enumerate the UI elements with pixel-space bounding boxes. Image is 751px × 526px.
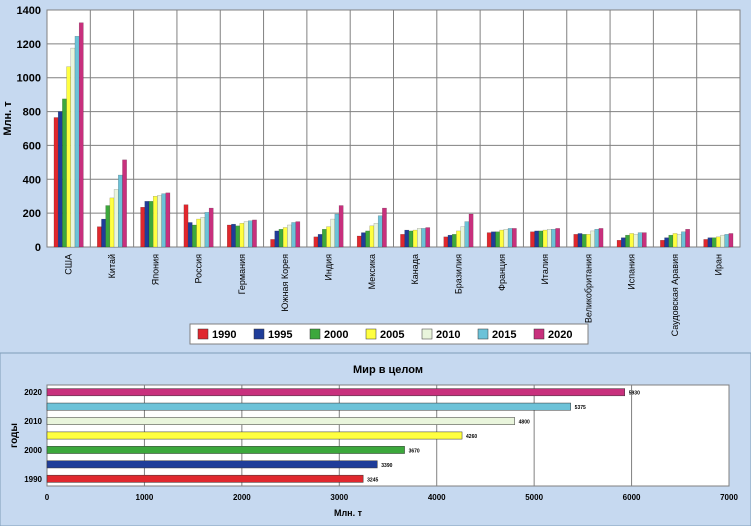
- x-tick-label: 4000: [428, 493, 446, 502]
- x-axis-label: Млн. т: [334, 508, 363, 518]
- bar-2020: [425, 227, 431, 248]
- category-label: Бразилия: [453, 254, 463, 294]
- bar-2020: [122, 159, 127, 248]
- y-tick-label: 1400: [17, 5, 41, 17]
- bar-2020: [382, 207, 387, 248]
- y-axis-label: Млн. т: [2, 101, 14, 136]
- y-tick-label: 1000: [17, 73, 41, 85]
- category-label: 1990: [24, 475, 42, 484]
- bar-2005: [196, 218, 201, 248]
- legend-box: [189, 323, 589, 345]
- legend-label-2020: 2020: [548, 329, 572, 341]
- category-label: Испания: [627, 254, 637, 290]
- value-label: 5375: [575, 405, 586, 411]
- bar-2020: [165, 192, 171, 248]
- y-tick-label: 1200: [17, 39, 41, 51]
- bar-2005: [46, 431, 463, 440]
- x-tick-label: 5000: [525, 493, 543, 502]
- category-label: Франция: [497, 254, 507, 291]
- bar-2000: [46, 446, 405, 454]
- bar-2010: [113, 189, 119, 248]
- bar-2005: [152, 196, 158, 248]
- value-label: 4260: [466, 434, 477, 440]
- value-label: 3390: [381, 463, 392, 469]
- bar-2020: [555, 228, 560, 248]
- legend-swatch-2020: [533, 328, 545, 340]
- bar-1990: [46, 474, 364, 483]
- y-tick-label: 200: [23, 208, 41, 220]
- category-label: Китай: [107, 254, 117, 278]
- bar-2020: [468, 213, 474, 248]
- x-tick-label: 2000: [233, 493, 251, 502]
- category-label: Россия: [194, 254, 204, 284]
- category-label: Саудовская Аравия: [670, 254, 680, 336]
- value-label: 5930: [629, 391, 640, 397]
- category-label: Иран: [713, 254, 723, 275]
- bar-2020: [642, 232, 647, 248]
- bar-2015: [46, 402, 571, 411]
- legend: 1990 1995 2000 2005 2010 2015 2020: [189, 323, 589, 345]
- bar-2020: [252, 219, 257, 248]
- bar-2020: [295, 221, 301, 248]
- category-label: Германия: [237, 254, 247, 294]
- category-label: Великобритания: [583, 254, 593, 323]
- legend-label-2015: 2015: [492, 329, 516, 341]
- category-label: Южная Корея: [280, 254, 290, 312]
- legend-label-1995: 1995: [268, 329, 292, 341]
- y-axis-label: годы: [9, 423, 20, 448]
- y-tick-label: 600: [23, 140, 41, 152]
- value-label: 4800: [519, 420, 530, 426]
- category-label: Япония: [150, 254, 160, 285]
- bar-2020: [598, 228, 604, 248]
- x-tick-label: 1000: [136, 493, 154, 502]
- bar-2005: [239, 223, 245, 248]
- value-label: 3245: [367, 477, 378, 483]
- x-tick-label: 7000: [720, 493, 738, 502]
- legend-swatch-2000: [309, 328, 321, 340]
- legend-swatch-2005: [365, 328, 377, 340]
- legend-label-1990: 1990: [212, 329, 236, 341]
- category-label: 2010: [24, 417, 42, 426]
- category-label: Канада: [410, 254, 420, 284]
- bar-2020: [208, 207, 214, 248]
- legend-swatch-1990: [197, 328, 209, 340]
- category-label: Индия: [324, 254, 334, 281]
- y-tick-label: 0: [35, 242, 41, 254]
- bar-2020: [728, 233, 734, 248]
- bar-2000: [105, 205, 111, 248]
- category-label: Италия: [540, 254, 550, 285]
- legend-label-2005: 2005: [380, 329, 404, 341]
- legend-swatch-1995: [253, 328, 265, 340]
- y-tick-label: 800: [23, 107, 41, 119]
- bar-1995: [46, 460, 378, 469]
- category-label: 2000: [24, 446, 42, 455]
- legend-label-2000: 2000: [324, 329, 348, 341]
- legend-swatch-2010: [421, 328, 433, 340]
- bar-2020: [46, 388, 626, 397]
- bar-2010: [70, 47, 76, 248]
- legend-label-2010: 2010: [436, 329, 460, 341]
- x-tick-label: 0: [45, 493, 50, 502]
- bar-2010: [46, 417, 515, 425]
- category-label: 2020: [24, 388, 42, 397]
- category-label: США: [64, 254, 74, 275]
- bar-2020: [338, 205, 344, 248]
- country-bar-chart: 0 200 400 600 800 1000 1200 1400 Млн. т США Китай Я…: [2, 5, 741, 345]
- bar-2020: [78, 22, 84, 248]
- x-tick-label: 6000: [623, 493, 641, 502]
- value-label: 3670: [409, 448, 420, 454]
- bar-2020: [512, 228, 517, 248]
- x-tick-label: 3000: [330, 493, 348, 502]
- y-tick-label: 400: [23, 174, 41, 186]
- legend-swatch-2015: [477, 328, 489, 340]
- bar-2020: [685, 229, 690, 248]
- chart-title: Мир в целом: [353, 364, 423, 376]
- category-label: Мексика: [367, 254, 377, 289]
